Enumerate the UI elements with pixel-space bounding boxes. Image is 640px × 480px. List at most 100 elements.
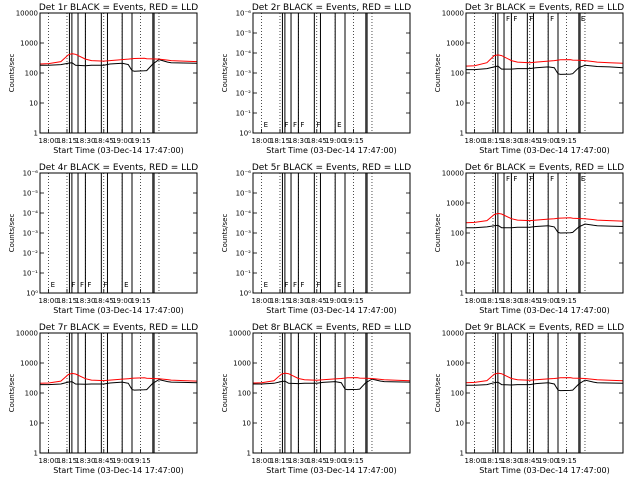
detector-panel: Det 2r BLACK = Events, RED = LLD E F F F F E 10… — [213, 0, 426, 160]
x-tick-label: 19:00 — [538, 297, 558, 305]
y-tick-label: 10 — [455, 260, 464, 268]
plot-frame — [39, 172, 198, 294]
x-tick-label: 19:15 — [556, 297, 576, 305]
flag-label: F — [284, 281, 288, 289]
y-tick-label: 100 — [451, 230, 464, 238]
x-tick-label: 18:00 — [464, 297, 484, 305]
x-tick-label: 18:45 — [307, 457, 327, 465]
y-axis-title: Counts/sec — [8, 214, 16, 253]
y-tick-label: 1000 — [233, 360, 251, 368]
x-tick-label: 18:15 — [483, 457, 503, 465]
detector-panel: Det 9r BLACK = Events, RED = LLD 1 10 100 10… — [426, 320, 639, 480]
y-tick-label: 10⁻⁵ — [236, 30, 252, 38]
x-axis-title: Start Time (03-Dec-14 17:47:00) — [53, 466, 184, 475]
events-series-line — [253, 378, 411, 391]
x-tick-label: 18:15 — [270, 137, 290, 145]
detector-panel: Det 6r BLACK = Events, RED = LLD F F F F E 1 10… — [426, 160, 639, 320]
y-tick-label: 10⁻² — [236, 90, 252, 98]
x-tick-label: 18:00 — [38, 297, 58, 305]
x-tick-label: 18:45 — [94, 297, 114, 305]
x-tick-label: 19:00 — [538, 137, 558, 145]
x-tick-label: 18:30 — [75, 137, 95, 145]
detector-panel: Det 5r BLACK = Events, RED = LLD E F F F F E 10… — [213, 160, 426, 320]
y-tick-label: 10⁰ — [239, 130, 251, 138]
x-tick-label: 19:15 — [130, 137, 150, 145]
y-axis-title: Counts/sec — [8, 54, 16, 93]
flag-label: F — [506, 15, 510, 23]
y-tick-label: 10 — [29, 100, 38, 108]
x-axis-title: Start Time (03-Dec-14 17:47:00) — [266, 306, 397, 315]
lld-series-line — [465, 212, 624, 224]
flag-label: F — [513, 175, 517, 183]
detector-panel: Det 7r BLACK = Events, RED = LLD 1 10 100 10… — [0, 320, 213, 480]
flag-label: F — [529, 175, 533, 183]
panel-title: Det 9r BLACK = Events, RED = LLD — [465, 323, 624, 333]
y-tick-label: 10⁻⁵ — [236, 190, 252, 198]
events-series-line — [466, 379, 624, 392]
y-tick-label: 10⁻⁴ — [236, 210, 252, 218]
flag-label: F — [87, 281, 91, 289]
x-tick-label: 19:15 — [343, 297, 363, 305]
x-tick-label: 18:30 — [288, 297, 308, 305]
flag-label: F — [80, 281, 84, 289]
flag-label: E — [264, 121, 268, 129]
y-tick-label: 10⁻¹ — [236, 270, 252, 278]
flag-label: F — [293, 281, 297, 289]
flag-label: F — [284, 121, 288, 129]
y-tick-label: 10000 — [229, 330, 251, 338]
x-tick-label: 18:15 — [270, 457, 290, 465]
flag-label: E — [581, 175, 585, 183]
panel-title: Det 4r BLACK = Events, RED = LLD — [39, 163, 198, 173]
flag-label: F — [529, 15, 533, 23]
lld-series-line — [252, 372, 411, 384]
x-tick-label: 18:45 — [94, 137, 114, 145]
panel-title: Det 1r BLACK = Events, RED = LLD — [39, 3, 198, 13]
panel-title: Det 8r BLACK = Events, RED = LLD — [252, 323, 411, 333]
x-tick-label: 19:00 — [325, 457, 345, 465]
detector-panel: Det 1r BLACK = Events, RED = LLD 1 10 100 10… — [0, 0, 213, 160]
flag-label: F — [513, 15, 517, 23]
x-tick-label: 19:15 — [556, 137, 576, 145]
flag-label: F — [103, 281, 107, 289]
y-tick-label: 10⁻³ — [236, 230, 252, 238]
y-tick-label: 1 — [34, 130, 38, 138]
events-series-line — [466, 223, 624, 234]
plot-frame — [252, 12, 411, 134]
flag-label: E — [51, 281, 55, 289]
y-tick-label: 10⁻⁴ — [236, 50, 252, 58]
x-tick-label: 18:00 — [38, 137, 58, 145]
flag-label: F — [71, 281, 75, 289]
y-tick-label: 1 — [460, 450, 464, 458]
x-tick-label: 19:00 — [112, 297, 132, 305]
x-tick-label: 18:15 — [57, 457, 77, 465]
x-tick-label: 18:00 — [251, 137, 271, 145]
panel-title: Det 6r BLACK = Events, RED = LLD — [465, 163, 624, 173]
x-tick-label: 19:15 — [343, 137, 363, 145]
flag-label: F — [550, 175, 554, 183]
x-tick-label: 18:30 — [501, 297, 521, 305]
plot-frame — [39, 12, 198, 134]
y-tick-label: 1000 — [20, 360, 38, 368]
x-tick-label: 18:45 — [520, 457, 540, 465]
x-axis-title: Start Time (03-Dec-14 17:47:00) — [266, 146, 397, 155]
y-axis-title: Counts/sec — [8, 374, 16, 413]
detector-chart: Det 8r BLACK = Events, RED = LLD 1 10 100 10… — [221, 323, 411, 475]
events-series-line — [466, 64, 624, 75]
y-tick-label: 10⁻⁶ — [236, 10, 252, 18]
detector-panel: Det 3r BLACK = Events, RED = LLD F F F F E 1 10… — [426, 0, 639, 160]
x-tick-label: 18:30 — [288, 457, 308, 465]
x-tick-label: 19:00 — [538, 457, 558, 465]
x-tick-label: 18:15 — [270, 297, 290, 305]
x-tick-label: 18:45 — [307, 137, 327, 145]
x-tick-label: 18:00 — [251, 297, 271, 305]
x-tick-label: 18:00 — [38, 457, 58, 465]
x-axis-title: Start Time (03-Dec-14 17:47:00) — [479, 466, 610, 475]
x-tick-label: 19:15 — [343, 457, 363, 465]
flag-label: F — [316, 281, 320, 289]
x-tick-label: 19:15 — [556, 457, 576, 465]
y-axis-title: Counts/sec — [221, 54, 229, 93]
